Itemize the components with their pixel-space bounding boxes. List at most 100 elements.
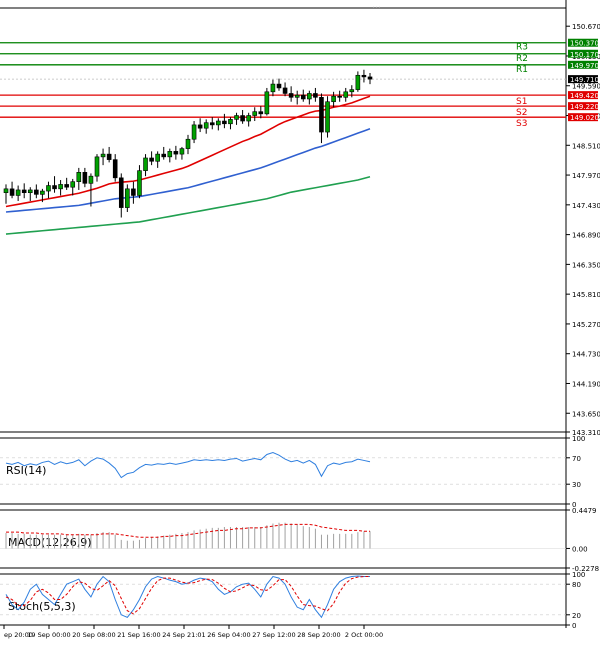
level-price-badge bbox=[568, 113, 598, 122]
level-label-r2: R2 bbox=[516, 54, 528, 64]
candle-bull bbox=[270, 83, 276, 93]
level-price-label: 149.020 bbox=[570, 114, 599, 122]
rsi-tick-label: 30 bbox=[572, 481, 581, 489]
x-tick-label: 19 Sep 00:00 bbox=[27, 631, 70, 639]
candle-bear bbox=[197, 124, 203, 129]
candle-bull bbox=[331, 95, 336, 103]
candle-bull bbox=[234, 115, 239, 120]
current-price-label: 149.710 bbox=[570, 76, 599, 84]
level-label-s1: S1 bbox=[516, 97, 527, 107]
candle-bear bbox=[367, 76, 373, 80]
price-tick-label: 150.670 bbox=[572, 23, 600, 31]
candle-bull bbox=[155, 153, 160, 162]
moving-average-line-1 bbox=[5, 95, 371, 208]
candle-bull bbox=[137, 170, 142, 196]
candle-bear bbox=[319, 97, 324, 133]
x-tick-label: 21 Sep 16:00 bbox=[117, 631, 160, 639]
candle-bear bbox=[209, 122, 215, 126]
candle-bull bbox=[88, 175, 94, 184]
candle-bear bbox=[276, 83, 282, 89]
candle-bear bbox=[161, 153, 167, 158]
candle-bear bbox=[240, 115, 245, 122]
candle-bull bbox=[228, 119, 233, 125]
price-tick-label: 144.730 bbox=[572, 351, 600, 359]
x-tick-label: 24 Sep 21:01 bbox=[162, 631, 205, 639]
candle-bear bbox=[9, 188, 15, 196]
macd-tick-label: 0.4479 bbox=[572, 507, 597, 515]
stoch-tick-label: 80 bbox=[572, 581, 581, 589]
candle-bull bbox=[216, 120, 221, 126]
level-price-label: 150.370 bbox=[570, 40, 599, 48]
price-tick-label: 147.430 bbox=[572, 202, 600, 210]
candle-bear bbox=[131, 188, 136, 196]
candle-bear bbox=[282, 87, 288, 94]
candle-bull bbox=[185, 138, 191, 149]
price-tick-label: 143.650 bbox=[572, 410, 600, 418]
candle-bull bbox=[203, 122, 209, 129]
candle-bear bbox=[64, 184, 69, 188]
stoch-tick-label: 100 bbox=[572, 571, 585, 579]
stoch-signal-line bbox=[5, 576, 370, 615]
candle-bull bbox=[307, 93, 312, 100]
rsi-tick-label: 70 bbox=[572, 455, 581, 463]
x-tick-label: 28 Sep 20:00 bbox=[297, 631, 340, 639]
candle-bull bbox=[15, 189, 21, 196]
candle-bear bbox=[118, 177, 124, 208]
stoch-tick-label: 0 bbox=[572, 622, 576, 630]
candle-bear bbox=[288, 93, 294, 98]
level-price-label: 150.170 bbox=[570, 51, 599, 59]
macd-tick-label: 0.00 bbox=[572, 545, 588, 553]
candle-bull bbox=[179, 148, 185, 155]
candle-bull bbox=[252, 111, 258, 116]
price-tick-label: 145.810 bbox=[572, 291, 600, 299]
macd-tick-label: -0.2278 bbox=[572, 565, 599, 573]
price-tick-label: 148.510 bbox=[572, 142, 600, 150]
level-price-label: 149.970 bbox=[570, 62, 599, 70]
candle-bull bbox=[355, 74, 361, 90]
macd-title: MACD(12,26,9) bbox=[8, 536, 92, 549]
candle-bull bbox=[343, 91, 349, 98]
candle-bull bbox=[58, 184, 63, 190]
candle-bear bbox=[149, 157, 154, 162]
price-tick-label: 149.590 bbox=[572, 83, 600, 91]
candle-bull bbox=[70, 181, 76, 188]
candle-bull bbox=[125, 188, 130, 208]
candle-bull bbox=[3, 188, 9, 194]
price-tick-label: 147.970 bbox=[572, 172, 600, 180]
x-tick-label: 27 Sep 12:00 bbox=[252, 631, 295, 639]
candle-bear bbox=[82, 172, 88, 184]
rsi-tick-label: 0 bbox=[572, 501, 576, 509]
level-label-r1: R1 bbox=[516, 65, 528, 75]
candle-bear bbox=[222, 120, 227, 125]
price-tick-label: 143.310 bbox=[572, 429, 600, 437]
candle-bear bbox=[52, 185, 57, 190]
level-price-badge bbox=[568, 38, 598, 47]
moving-average-line-3 bbox=[5, 175, 371, 235]
price-tick-label: 144.190 bbox=[572, 380, 600, 388]
level-label-s2: S2 bbox=[516, 108, 527, 118]
stoch-title: Stoch(5,5,3) bbox=[8, 600, 76, 613]
level-price-badge bbox=[568, 49, 598, 58]
moving-average-line-2 bbox=[5, 127, 371, 213]
rsi-tick-label: 100 bbox=[572, 435, 585, 443]
price-tick-label: 146.350 bbox=[572, 261, 600, 269]
candle-bull bbox=[294, 94, 300, 98]
level-label-r3: R3 bbox=[516, 43, 528, 53]
level-price-badge bbox=[568, 91, 598, 100]
candle-bear bbox=[173, 151, 179, 155]
x-tick-label: 20 Sep 08:00 bbox=[72, 631, 115, 639]
candle-bull bbox=[349, 89, 355, 93]
candle-bull bbox=[76, 172, 82, 182]
price-tick-label: 146.890 bbox=[572, 232, 600, 240]
candle-bull bbox=[40, 190, 45, 195]
rsi-title: RSI(14) bbox=[6, 464, 46, 477]
level-price-badge bbox=[568, 60, 598, 69]
candle-bear bbox=[337, 95, 342, 98]
candle-bull bbox=[100, 153, 106, 158]
candle-bull bbox=[143, 157, 148, 171]
x-tick-label: 26 Sep 04:00 bbox=[207, 631, 250, 639]
level-label-s3: S3 bbox=[516, 119, 527, 129]
current-price-badge bbox=[568, 75, 598, 84]
